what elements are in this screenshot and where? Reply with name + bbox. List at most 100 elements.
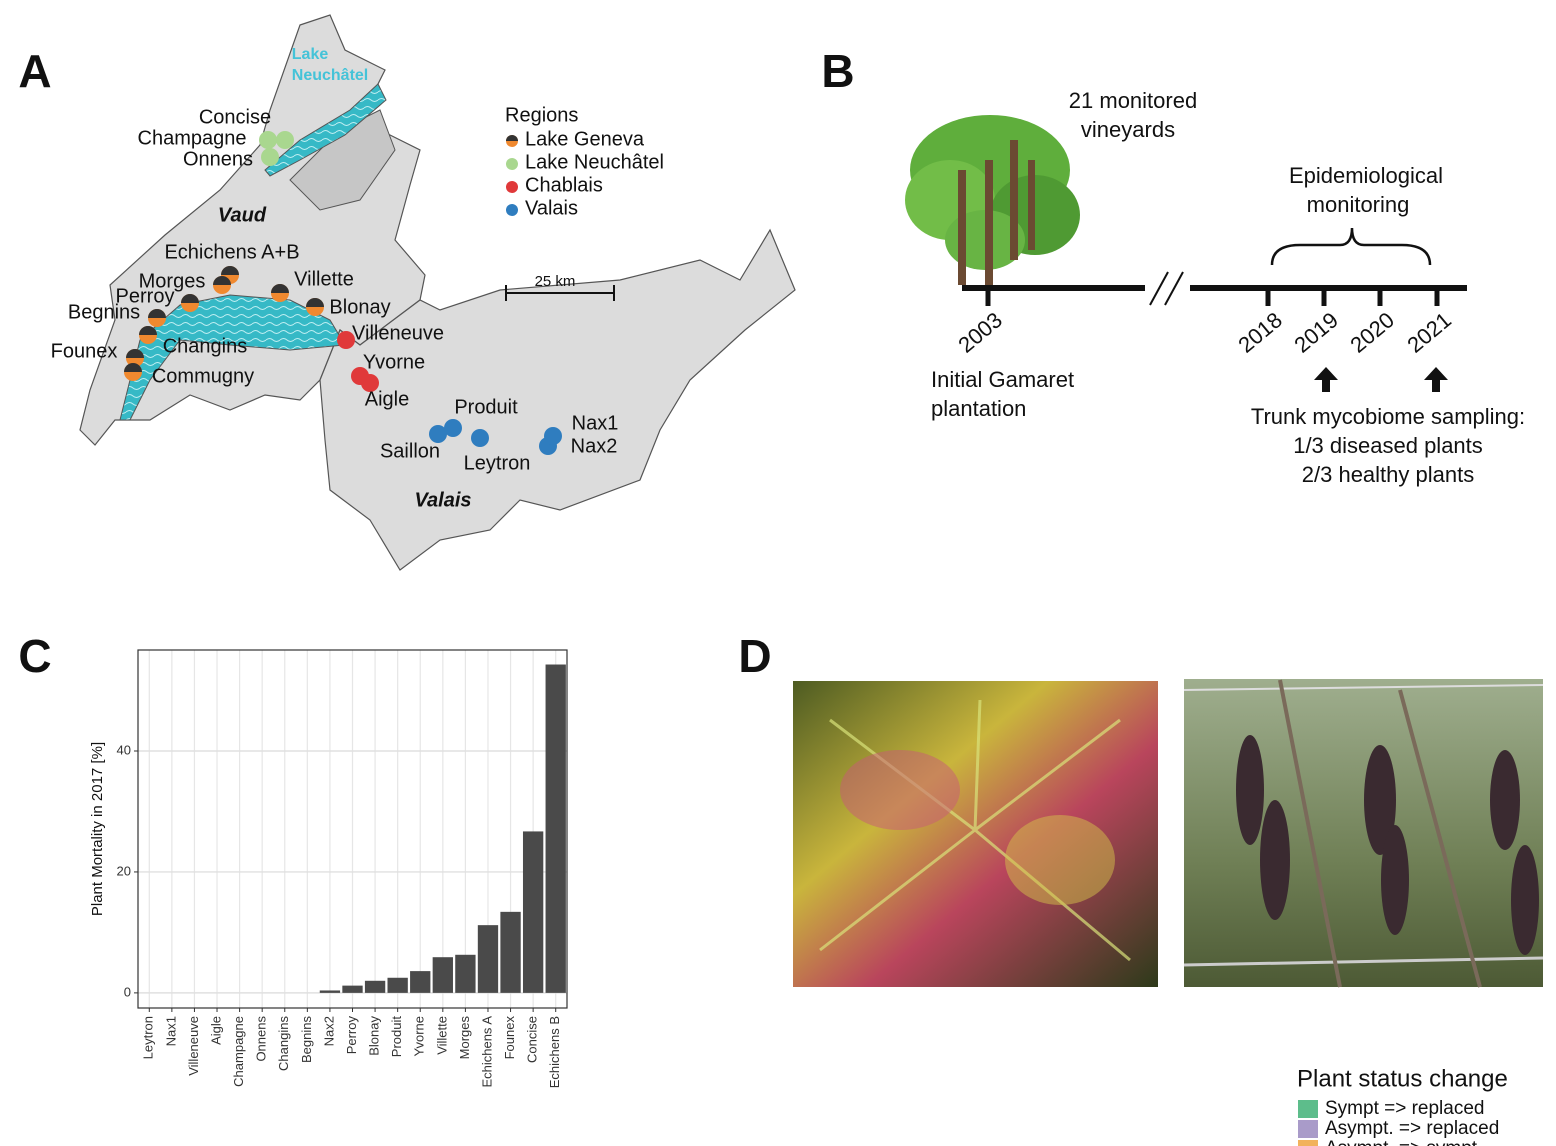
site-dot-top xyxy=(181,294,199,303)
x-tick-label: Begnins xyxy=(299,1016,314,1063)
status-swatch xyxy=(1298,1140,1318,1146)
site-dot xyxy=(259,131,277,149)
x-tick-label: Nax1 xyxy=(163,1016,178,1046)
legend-swatch xyxy=(506,181,518,193)
status-legend-title: Plant status change xyxy=(1297,1065,1508,1092)
panel-letter: D xyxy=(738,630,771,682)
sampling-label: 1/3 diseased plants xyxy=(1293,433,1483,458)
status-label: Sympt => replaced xyxy=(1325,1098,1484,1119)
x-tick-label: Villette xyxy=(434,1016,449,1055)
bar xyxy=(410,971,431,993)
site-label: Perroy xyxy=(116,285,175,307)
site-label: Nax2 xyxy=(571,435,618,457)
grape-photo xyxy=(1184,679,1543,987)
site-dot-top xyxy=(139,326,157,335)
x-tick-label: Changins xyxy=(276,1016,291,1071)
x-tick-label: Yvorne xyxy=(412,1016,427,1056)
x-tick-label: Founex xyxy=(502,1016,517,1060)
site-label: Villette xyxy=(294,268,354,290)
canton-label: Vaud xyxy=(218,204,267,226)
valais-area xyxy=(319,228,796,571)
axis-break xyxy=(1149,271,1169,306)
canton-label: Valais xyxy=(414,489,471,511)
legend-title: Regions xyxy=(505,104,578,126)
site-dot xyxy=(471,429,489,447)
site-label: Produit xyxy=(454,396,518,418)
plot-frame xyxy=(137,649,568,1009)
vineyards-caption: 21 monitored xyxy=(1069,88,1197,113)
panel-letter: B xyxy=(821,45,854,97)
x-tick-label: Aigle xyxy=(208,1016,223,1045)
monitoring-label: Epidemiological xyxy=(1289,163,1443,188)
site-label: Blonay xyxy=(329,296,390,318)
legend-label: Lake Neuchâtel xyxy=(525,151,664,173)
arrow xyxy=(1314,367,1338,392)
plantation-label: Initial Gamaret xyxy=(931,367,1074,392)
site-dot xyxy=(429,425,447,443)
plantation-label: plantation xyxy=(931,396,1026,421)
site-dot xyxy=(444,419,462,437)
x-tick-label: Echichens B xyxy=(547,1016,562,1088)
sampling-label: 2/3 healthy plants xyxy=(1302,462,1474,487)
monitoring-label: monitoring xyxy=(1307,192,1410,217)
sampling-label: Trunk mycobiome sampling: xyxy=(1251,404,1525,429)
site-label: Concise xyxy=(199,106,271,128)
x-tick-label: Onnens xyxy=(254,1016,269,1062)
site-label: Onnens xyxy=(183,148,253,170)
site-dot-top xyxy=(306,298,324,307)
x-tick-label: Champagne xyxy=(231,1016,246,1087)
year-label: 2003 xyxy=(953,307,1007,358)
site-dot xyxy=(337,331,355,349)
site-label: Nax1 xyxy=(572,412,619,434)
site-dot-top xyxy=(126,349,144,358)
y-axis-title: Plant Mortality in 2017 [%] xyxy=(89,742,106,916)
site-dot xyxy=(261,148,279,166)
legend-swatch-top xyxy=(506,135,518,141)
x-tick-label: Concise xyxy=(525,1016,540,1063)
scale-label: 25 km xyxy=(535,273,576,290)
bar xyxy=(364,980,386,993)
site-dot xyxy=(544,427,562,445)
legend-label: Valais xyxy=(525,197,578,219)
y-tick-label: 20 xyxy=(117,863,131,878)
legend-label: Lake Geneva xyxy=(525,128,645,150)
status-label: Asympt. => replaced xyxy=(1325,1118,1499,1139)
lake-neuchatel xyxy=(264,83,387,177)
x-tick-label: Perroy xyxy=(344,1016,359,1055)
bar xyxy=(342,985,363,993)
lake-label: Lake xyxy=(292,46,329,63)
site-label: Changins xyxy=(163,335,248,357)
x-tick-label: Morges xyxy=(457,1016,472,1060)
vine-illustration xyxy=(905,115,1080,285)
site-dot xyxy=(361,374,379,392)
year-label: 2018 xyxy=(1233,307,1287,358)
y-tick-label: 0 xyxy=(124,984,131,999)
bar xyxy=(522,831,544,993)
site-label: Begnins xyxy=(68,301,140,323)
site-label: Commugny xyxy=(152,365,254,387)
x-tick-label: Echichens A xyxy=(479,1016,494,1088)
site-dot-top xyxy=(213,276,231,285)
bar xyxy=(455,954,476,993)
year-label: 2021 xyxy=(1402,307,1456,358)
photos xyxy=(793,679,1544,988)
lake-label: Neuchâtel xyxy=(292,67,368,84)
bar xyxy=(500,911,521,993)
timeline xyxy=(962,227,1467,392)
site-dot-top xyxy=(148,309,166,318)
status-swatch xyxy=(1298,1100,1318,1118)
status-swatch xyxy=(1298,1120,1318,1138)
site-label: Founex xyxy=(51,340,118,362)
y-tick-label: 40 xyxy=(117,742,131,757)
x-tick-label: Nax2 xyxy=(321,1016,336,1046)
bar xyxy=(432,957,453,993)
panel-letter: A xyxy=(18,45,51,97)
bar xyxy=(319,990,341,993)
site-label: Echichens A+B xyxy=(164,241,299,263)
x-tick-label: Villeneuve xyxy=(186,1016,201,1076)
site-label: Yvorne xyxy=(363,351,425,373)
site-dot xyxy=(276,131,294,149)
bar xyxy=(545,664,566,993)
